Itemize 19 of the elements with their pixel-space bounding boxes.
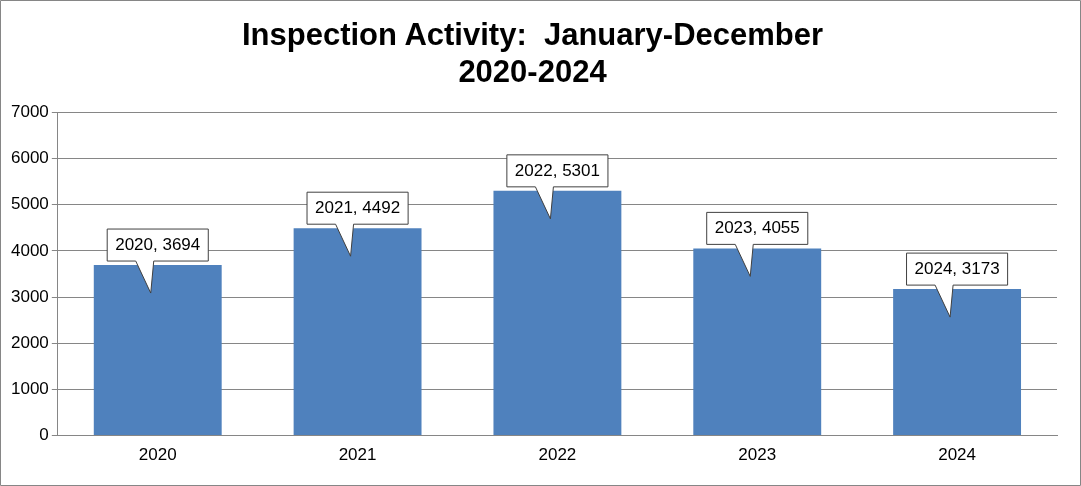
chart-title: Inspection Activity: January-December 2020-2024	[241, 17, 824, 90]
data-label: 2021, 4492	[315, 197, 401, 217]
data-label: 2023, 4055	[714, 218, 800, 238]
data-label: 2022, 5301	[514, 160, 600, 180]
y-tick-label: 0	[39, 425, 49, 445]
y-tick-label: 5000	[10, 194, 49, 214]
y-tick-label: 6000	[10, 148, 49, 168]
x-tick-label: 2024	[938, 445, 976, 465]
y-tick-label: 1000	[10, 379, 49, 399]
data-label: 2024, 3173	[914, 258, 1000, 278]
y-tick-label: 4000	[10, 240, 49, 260]
y-tick-label: 2000	[10, 332, 49, 352]
data-label: 2020, 3694	[115, 234, 201, 254]
x-tick-label: 2021	[338, 445, 377, 465]
x-tick-label: 2023	[738, 445, 777, 465]
y-tick-label: 3000	[10, 286, 49, 306]
x-tick-label: 2022	[538, 445, 577, 465]
y-tick-label: 7000	[10, 102, 49, 122]
x-tick-label: 2020	[138, 445, 177, 465]
